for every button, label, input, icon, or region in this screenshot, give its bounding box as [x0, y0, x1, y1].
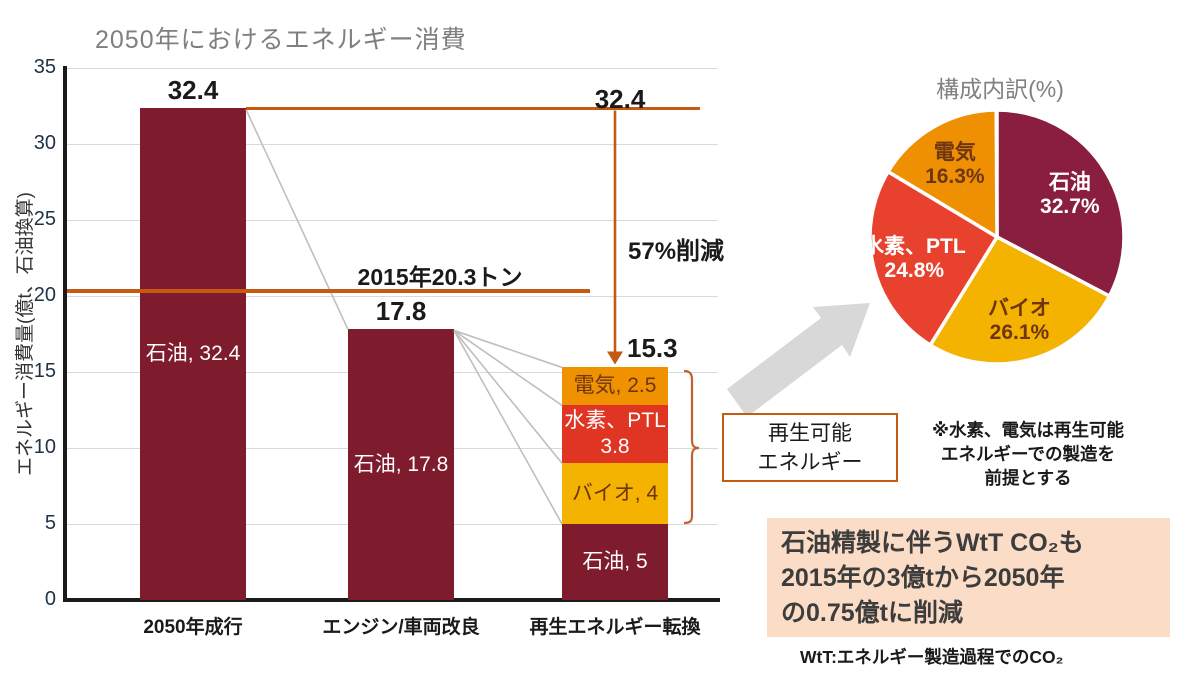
reference-line-2015-label: 2015年20.3トン: [357, 264, 523, 290]
pie-slice-水素、PTL: [868, 169, 1000, 348]
pie-slice-label: バイオ 26.1%: [988, 297, 1051, 344]
big-gray-arrow-to-pie: [727, 303, 870, 417]
y-axis-line: [63, 66, 67, 602]
x-axis-label: 再生エネルギー転換: [529, 617, 701, 638]
bar-segment-電気: 電気, 2.5: [562, 367, 668, 406]
pie-slice-label: 電気 16.3%: [925, 140, 985, 188]
x-axis-label: 2050年成行: [143, 617, 243, 638]
final-total-label: 15.3: [627, 333, 678, 363]
x-axis-line: [63, 598, 720, 602]
connector-line: [453, 329, 563, 369]
gridline: [67, 67, 718, 69]
connector-line: [453, 330, 563, 525]
reference-line-2015: [67, 289, 590, 294]
y-tick-label: 0: [44, 588, 56, 610]
co2-reduction-box: 石油精製に伴うWtT CO₂も 2015年の3億tから2050年 の0.75億t…: [767, 518, 1170, 637]
gridline: [67, 143, 718, 145]
chart-title: 2050年におけるエネルギー消費: [95, 26, 467, 54]
y-tick-label: 30: [33, 132, 56, 154]
y-tick-label: 35: [33, 56, 56, 78]
y-tick-label: 10: [33, 436, 56, 458]
pie-slice-label: 水素、PTL 24.8%: [863, 234, 966, 282]
bar-segment-水素、PTL: 水素、PTL 3.8: [562, 405, 668, 464]
pie-chart: 石油 32.7% バイオ 26.1% 水素、PTL 24.8% 電気 16.3%: [863, 108, 1126, 366]
bar-total-label: 17.8: [375, 296, 427, 327]
y-tick-label: 25: [33, 208, 56, 230]
pie-title: 構成内訳(%): [936, 76, 1064, 102]
reference-line-top-label: 32.4: [594, 84, 646, 114]
reduction-label: 57%削減: [628, 238, 725, 265]
gridline: [67, 295, 718, 297]
pie-slice-バイオ: [927, 234, 1112, 366]
pie-slice-石油: [995, 108, 1126, 299]
reference-line-top: [246, 106, 700, 110]
reduction-arrow-head: [607, 351, 623, 365]
pie-slice-label: 石油 32.7%: [1040, 171, 1100, 218]
y-tick-label: 15: [33, 360, 56, 382]
connector-line: [453, 329, 563, 464]
bar-segment-石油: 石油, 17.8: [348, 329, 454, 600]
pie-slice-電気: [885, 108, 999, 241]
renewable-energy-box: 再生可能 エネルギー: [722, 413, 898, 482]
x-axis-label: エンジン/車両改良: [322, 617, 480, 638]
wtt-definition-note: WtT:エネルギー製造過程でのCO₂: [800, 647, 1064, 667]
y-tick-label: 20: [33, 284, 56, 306]
gridline: [67, 219, 718, 221]
bar-total-label: 32.4: [167, 74, 219, 105]
y-tick-label: 5: [44, 512, 56, 534]
connector-line: [453, 329, 563, 407]
hydrogen-electricity-footnote: ※水素、電気は再生可能 エネルギーでの製造を 前提とする: [931, 420, 1124, 488]
bar-segment-石油: 石油, 5: [562, 524, 668, 600]
y-axis-title: エネルギー消費量(億t、石油換算): [15, 192, 36, 476]
bar-segment-石油: 石油, 32.4: [140, 107, 246, 600]
bar-segment-バイオ: バイオ, 4: [562, 463, 668, 524]
